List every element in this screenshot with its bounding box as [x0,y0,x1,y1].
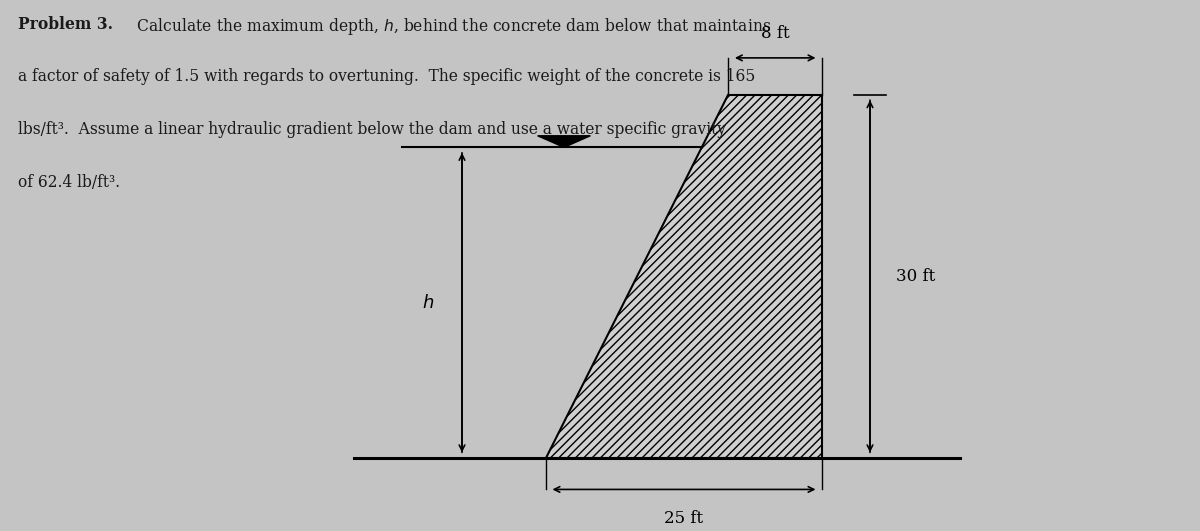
Text: 25 ft: 25 ft [665,510,703,527]
Text: Calculate the maximum depth, $h$, behind the concrete dam below that maintains: Calculate the maximum depth, $h$, behind… [122,16,772,37]
Text: lbs/ft³.  Assume a linear hydraulic gradient below the dam and use a water speci: lbs/ft³. Assume a linear hydraulic gradi… [18,121,726,138]
Text: 8 ft: 8 ft [761,25,790,42]
Text: a factor of safety of 1.5 with regards to overtuning.  The specific weight of th: a factor of safety of 1.5 with regards t… [18,68,755,85]
Polygon shape [538,136,590,148]
Text: Problem 3.: Problem 3. [18,16,113,33]
Text: $h$: $h$ [422,294,434,312]
Polygon shape [546,95,822,458]
Text: of 62.4 lb/ft³.: of 62.4 lb/ft³. [18,174,120,191]
Text: 30 ft: 30 ft [896,268,936,285]
